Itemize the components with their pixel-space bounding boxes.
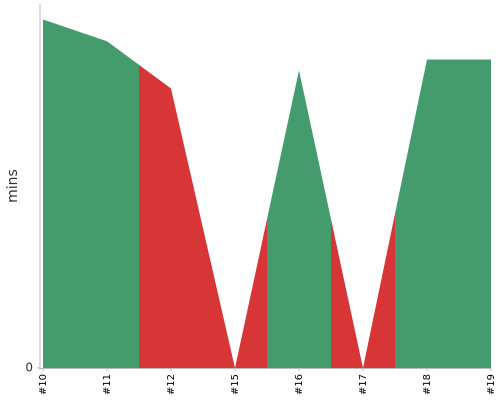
area-segment xyxy=(459,59,491,368)
area-segment xyxy=(331,213,395,368)
x-tick-label: #12 xyxy=(166,374,177,395)
x-tick-label: #17 xyxy=(358,374,369,395)
x-tick-label: #15 xyxy=(230,374,241,395)
area-segment xyxy=(203,219,267,368)
x-tick-label: #11 xyxy=(102,374,113,395)
y-axis-label: mins xyxy=(5,169,21,203)
area-segment xyxy=(75,30,139,368)
x-tick-label: #10 xyxy=(38,374,49,395)
y-tick-label: 0 xyxy=(25,361,33,375)
x-tick-label: #19 xyxy=(486,374,497,395)
area-segment xyxy=(139,64,203,369)
area-segment xyxy=(395,59,459,368)
x-tick-label: #16 xyxy=(294,374,305,395)
x-tick-label: #18 xyxy=(422,374,433,395)
area-segment xyxy=(43,19,75,369)
area-segment xyxy=(267,70,331,368)
